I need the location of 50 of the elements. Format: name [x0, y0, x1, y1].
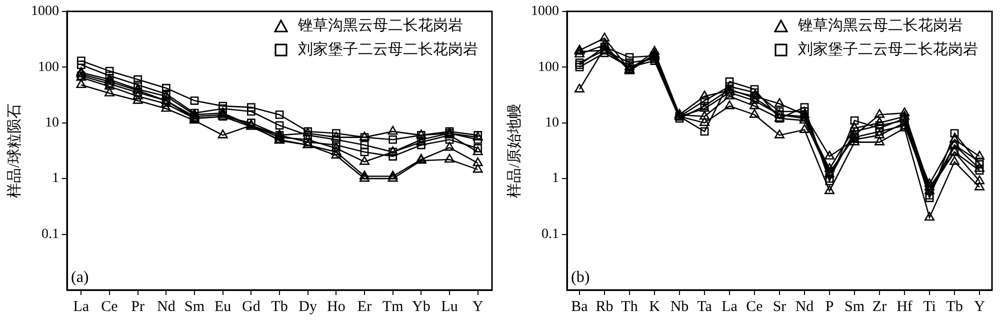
x-tick-label: Th: [621, 298, 638, 315]
x-tick-label: Yb: [412, 298, 430, 315]
y-axis-title: 样品/球粒陨石: [6, 104, 23, 198]
x-tick-label: Tb: [946, 298, 963, 315]
y-tick-label: 1: [552, 171, 559, 186]
x-tick-label: La: [73, 298, 90, 315]
x-tick-label: Lu: [441, 298, 458, 315]
x-tick-label: Er: [357, 298, 372, 315]
x-tick-label: Pr: [131, 298, 145, 315]
y-tick-label: 100: [538, 60, 559, 75]
x-tick-label: Ta: [697, 298, 712, 315]
x-tick-label: Zr: [872, 298, 887, 315]
y-tick-label: 0.1: [42, 226, 59, 242]
x-tick-label: Ti: [923, 298, 936, 315]
x-tick-label: Sr: [772, 298, 786, 315]
x-tick-label: Nb: [670, 298, 689, 315]
y-tick-label: 1: [52, 171, 59, 186]
y-axis-title: 样品/原始地幔: [506, 104, 523, 198]
x-tick-label: Ba: [571, 298, 588, 315]
y-tick-label: 0.1: [542, 226, 559, 242]
x-tick-label: La: [722, 298, 738, 315]
y-tick-label: 10: [545, 116, 559, 131]
y-tick-label: 100: [38, 60, 59, 75]
x-tick-label: Y: [974, 298, 986, 315]
x-tick-label: Tm: [382, 298, 404, 315]
y-tick-label: 10: [45, 116, 59, 131]
x-tick-label: Ce: [746, 298, 764, 315]
x-tick-label: Ce: [101, 298, 118, 315]
x-tick-label: K: [649, 298, 660, 315]
x-tick-label: Eu: [214, 298, 232, 315]
x-tick-label: Nd: [795, 298, 814, 315]
x-tick-label: Ho: [326, 298, 346, 315]
legend-label: 锉草沟黑云母二长花岗岩: [798, 16, 963, 36]
x-tick-label: Tb: [271, 298, 288, 315]
annotation: (b): [571, 269, 590, 286]
x-tick-label: Dy: [298, 298, 318, 315]
x-tick-label: Hf: [896, 298, 912, 315]
y-tick-label: 1000: [531, 4, 559, 20]
legend-label: 刘家堡子二云母二长花岗岩: [298, 40, 478, 60]
x-tick-label: Gd: [242, 298, 261, 315]
y-tick-label: 1000: [31, 4, 59, 20]
x-tick-label: Sm: [844, 298, 865, 315]
legend-label: 刘家堡子二云母二长花岗岩: [798, 40, 978, 60]
annotation: (a): [71, 269, 89, 286]
x-tick-label: Nd: [156, 298, 176, 315]
legend-label: 锉草沟黑云母二长花岗岩: [298, 16, 463, 36]
x-tick-label: Rb: [596, 298, 614, 315]
x-tick-label: Y: [472, 298, 484, 315]
x-tick-label: Sm: [184, 298, 205, 315]
x-tick-label: P: [825, 298, 834, 315]
